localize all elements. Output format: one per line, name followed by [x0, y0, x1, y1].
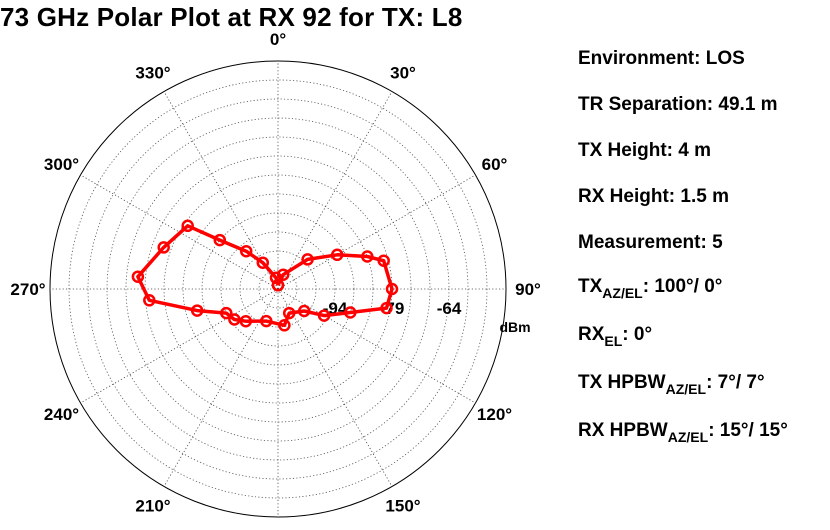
series-group	[131, 219, 399, 332]
grid-ring	[220, 231, 336, 347]
data-point	[380, 301, 393, 315]
data-point	[317, 309, 331, 322]
grid-ring	[125, 136, 431, 442]
data-point	[344, 306, 357, 319]
angle-tick-label: 0°	[270, 30, 286, 49]
info-rx-hpbw-prefix: RX HPBW	[578, 420, 668, 441]
info-tx-az-el: TXAZ/EL: 100°/ 0°	[578, 276, 723, 301]
info-environment: Environment: LOS	[578, 48, 745, 69]
angle-labels: 0°30°60°90°120°150°180°210°240°270°300°3…	[10, 30, 541, 516]
angle-tick-label: 150°	[385, 497, 420, 516]
info-tx-hpbw-sub: AZ/EL	[665, 381, 707, 397]
data-point	[143, 294, 156, 307]
data-point	[256, 256, 270, 269]
data-point	[228, 313, 241, 326]
info-tx-az-el-sub: AZ/EL	[602, 285, 643, 301]
grid-spoke	[277, 174, 476, 290]
data-point	[181, 219, 194, 233]
data-point	[271, 278, 285, 292]
data-point	[220, 306, 233, 320]
data-point	[131, 270, 145, 283]
data-point	[213, 233, 227, 247]
info-tx-hpbw: TX HPBWAZ/EL: 7°/ 7°	[578, 372, 765, 397]
info-measurement: Measurement: 5	[578, 232, 723, 253]
radial-tick-label: -64	[437, 299, 462, 318]
grid-spoke	[80, 174, 279, 290]
info-tx-az-el-prefix: TX	[578, 276, 603, 297]
data-point	[330, 248, 344, 262]
grid-spokes	[50, 61, 506, 517]
data-point	[385, 282, 399, 296]
angle-tick-label: 270°	[10, 280, 45, 299]
info-tr-separation: TR Separation: 49.1 m	[578, 94, 778, 115]
angle-tick-label: 60°	[482, 155, 508, 174]
data-point	[301, 253, 314, 266]
info-rx-hpbw-sub: AZ/EL	[667, 429, 709, 445]
info-tx-hpbw-value: : 7°/ 7°	[706, 372, 765, 393]
data-point	[260, 314, 273, 328]
angle-tick-label: 90°	[515, 280, 541, 299]
grid-ring	[258, 269, 298, 309]
data-point	[278, 319, 291, 332]
info-tx-az-el-value: : 100°/ 0°	[642, 276, 723, 297]
data-point	[190, 304, 204, 317]
radial-unit-label: dBm	[499, 319, 530, 335]
grid-spoke	[163, 91, 279, 290]
info-rx-el-sub: EL	[604, 333, 623, 349]
data-point	[239, 244, 253, 258]
grid-ring	[87, 98, 469, 480]
info-rx-height: RX Height: 1.5 m	[578, 186, 729, 207]
info-rx-el-prefix: RX	[578, 324, 605, 345]
angle-tick-label: 120°	[477, 405, 512, 424]
info-rx-hpbw-value: : 15°/ 15°	[708, 420, 788, 441]
grid-spoke	[277, 288, 393, 487]
grid-spoke	[277, 288, 476, 404]
info-rx-el: RXEL: 0°	[578, 324, 653, 349]
data-point	[297, 304, 311, 318]
data-point	[157, 241, 170, 254]
data-point	[377, 254, 390, 267]
angle-tick-label: 210°	[135, 497, 170, 516]
data-point	[269, 271, 283, 285]
angle-tick-label: 30°	[390, 63, 416, 82]
grid-ring	[182, 193, 374, 385]
data-point	[282, 306, 296, 320]
angle-tick-label: 330°	[135, 63, 170, 82]
info-tx-height: TX Height: 4 m	[578, 140, 712, 161]
info-rx-hpbw: RX HPBWAZ/EL: 15°/ 15°	[578, 420, 788, 445]
data-point	[361, 250, 374, 263]
grid-spoke	[277, 91, 393, 290]
data-point	[276, 268, 290, 281]
angle-tick-label: 300°	[44, 155, 79, 174]
info-tx-hpbw-prefix: TX HPBW	[578, 372, 666, 393]
angle-tick-label: 240°	[44, 405, 79, 424]
info-rx-el-value: : 0°	[622, 324, 653, 345]
grid-ring	[68, 79, 488, 499]
chart-title: 73 GHz Polar Plot at RX 92 for TX: L8	[0, 2, 463, 32]
data-point	[239, 314, 253, 328]
grid-spoke	[80, 288, 279, 404]
